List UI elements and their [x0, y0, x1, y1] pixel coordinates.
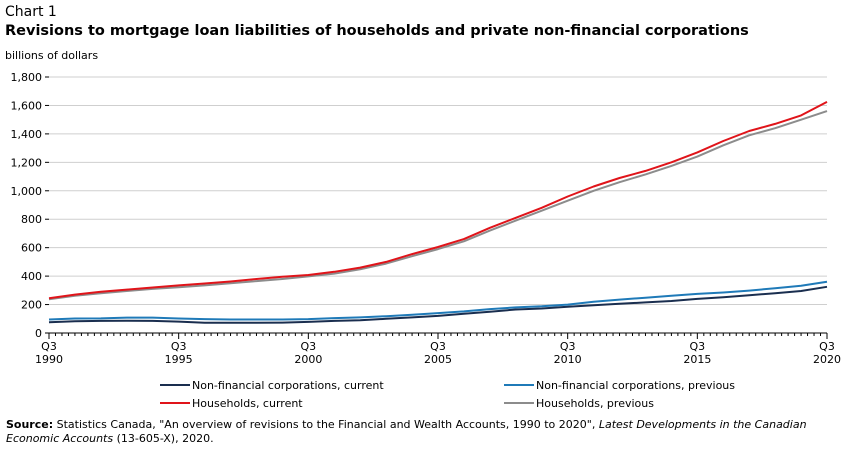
series-lines: [48, 101, 828, 324]
x-tick-label-quarter: Q3: [171, 340, 187, 353]
y-tick-label: 600: [21, 242, 42, 255]
x-tick-label-quarter: Q3: [430, 340, 446, 353]
series-line: [48, 285, 828, 324]
legend-label: Non-financial corporations, previous: [536, 379, 735, 392]
series-line: [48, 280, 828, 321]
y-tick-label: 400: [21, 270, 42, 283]
y-tick-label: 200: [21, 299, 42, 312]
x-axis-ticks: Q31990Q31995Q32000Q32005Q32010Q32015Q320…: [35, 333, 841, 366]
y-tick-label: 1,200: [11, 156, 43, 169]
x-tick-label-year: 1995: [165, 353, 193, 366]
source-text: Statistics Canada, "An overview of revis…: [53, 418, 599, 431]
source-label: Source:: [6, 418, 54, 431]
series-line: [48, 101, 828, 300]
x-tick-label-quarter: Q3: [560, 340, 576, 353]
y-tick-label: 1,800: [11, 71, 43, 84]
x-tick-label-quarter: Q3: [689, 340, 705, 353]
y-tick-label: 1,600: [11, 99, 43, 112]
x-tick-label-year: 2000: [294, 353, 322, 366]
y-tick-label: 1,000: [11, 185, 43, 198]
y-axis-unit-label: billions of dollars: [5, 49, 99, 62]
chart-title: Revisions to mortgage loan liabilities o…: [5, 23, 749, 39]
source-publication: Latest Developments in the Canadian Econ…: [6, 418, 807, 445]
x-tick-label-year: 2020: [813, 353, 841, 366]
x-tick-label-year: 2010: [554, 353, 582, 366]
source-note: Source: Statistics Canada, "An overview …: [6, 418, 841, 446]
legend: Non-financial corporations, current Non-f…: [160, 379, 735, 410]
x-tick-label-quarter: Q3: [300, 340, 316, 353]
x-tick-label-quarter: Q3: [41, 340, 57, 353]
legend-label: Non-financial corporations, current: [192, 379, 384, 392]
source-catalogue: (13-605-X), 2020.: [113, 432, 214, 445]
x-tick-label-year: 1990: [35, 353, 63, 366]
legend-label: Households, current: [192, 397, 303, 410]
grid-lines: [49, 76, 827, 306]
y-tick-label: 0: [35, 327, 42, 340]
legend-label: Households, previous: [536, 397, 654, 410]
series-line: [48, 110, 828, 301]
x-tick-label-quarter: Q3: [819, 340, 835, 353]
x-tick-label-year: 2015: [683, 353, 711, 366]
y-tick-label: 1,400: [11, 128, 43, 141]
y-axis-ticks: 0 200 400 600 800 1,000 1,200 1,400 1,600 1,800: [11, 71, 49, 340]
chart-label: Chart 1: [5, 4, 57, 20]
y-tick-label: 800: [21, 213, 42, 226]
x-tick-label-year: 2005: [424, 353, 452, 366]
